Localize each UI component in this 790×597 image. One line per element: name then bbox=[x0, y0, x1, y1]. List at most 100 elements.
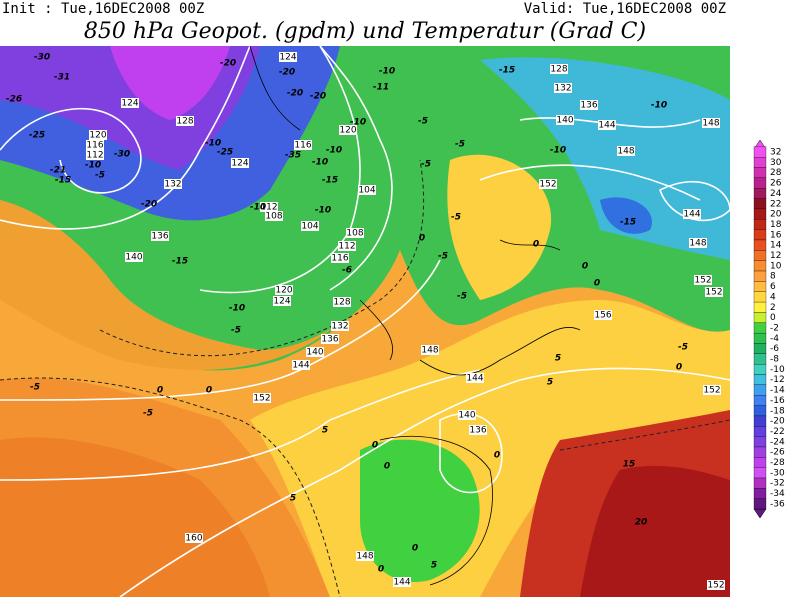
geopotential-label-box bbox=[333, 297, 351, 307]
geopotential-label-box bbox=[469, 425, 487, 435]
geopotential-label-box bbox=[466, 373, 484, 383]
field-darkred bbox=[580, 465, 730, 597]
coastline bbox=[249, 46, 581, 586]
temperature-label: -30 bbox=[34, 53, 50, 63]
geopotential-label-box bbox=[458, 410, 476, 420]
geopotential-isoline bbox=[0, 369, 481, 481]
colorbar-swatch bbox=[753, 260, 767, 272]
temperature-label: 5 bbox=[555, 354, 561, 364]
colorbar-tick-label: 18 bbox=[770, 220, 782, 230]
geopotential-label-box bbox=[151, 231, 169, 241]
colorbar-swatch bbox=[753, 322, 767, 334]
field-yellow-north bbox=[447, 154, 552, 300]
geopotential-label-box bbox=[683, 209, 701, 219]
geopotential-label-box bbox=[185, 533, 203, 543]
geopotential-label: 148 bbox=[356, 552, 373, 562]
geopotential-label: 136 bbox=[580, 101, 597, 111]
geopotential-label-box bbox=[292, 360, 310, 370]
geopotential-label: 120 bbox=[89, 131, 106, 141]
temperature-label: -10 bbox=[550, 146, 566, 156]
colorbar-tick-label: -2 bbox=[770, 323, 779, 333]
geopotential-label-box bbox=[86, 150, 104, 160]
geopotential-label: 124 bbox=[231, 159, 248, 169]
geopotential-label: 108 bbox=[265, 212, 282, 222]
geopotential-label-box bbox=[705, 287, 723, 297]
temperature-label: -20 bbox=[279, 68, 295, 78]
colorbar-swatch bbox=[753, 477, 767, 489]
temperature-label: -25 bbox=[217, 148, 233, 158]
colorbar-tick-label: 16 bbox=[770, 230, 782, 240]
geopotential-label-box bbox=[253, 393, 271, 403]
geopotential-label: 112 bbox=[86, 151, 103, 161]
colorbar-tick-label: 12 bbox=[770, 251, 781, 261]
geopotential-label-box bbox=[550, 64, 568, 74]
geopotential-label: 136 bbox=[151, 232, 168, 242]
map-area bbox=[0, 46, 730, 597]
colorbar-swatch bbox=[753, 177, 767, 189]
geopotential-isoline bbox=[319, 46, 393, 291]
geopotential-label: 140 bbox=[458, 411, 475, 421]
geopotential-label: 160 bbox=[185, 534, 202, 544]
field-cyan bbox=[480, 57, 730, 260]
colorbar-swatch bbox=[753, 498, 767, 510]
temperature-label: -5 bbox=[143, 409, 153, 419]
geopotential-label: 144 bbox=[683, 210, 700, 220]
colorbar-swatch bbox=[753, 250, 767, 261]
geopotential-label: 152 bbox=[694, 276, 711, 286]
temperature-label: 5 bbox=[431, 561, 437, 571]
colorbar-tick-label: 30 bbox=[770, 158, 782, 168]
colorbar-tick-label: -24 bbox=[770, 437, 785, 447]
temperature-label: 0 bbox=[157, 386, 163, 396]
temperature-label: -10 bbox=[250, 203, 266, 213]
colorbar-swatch bbox=[753, 457, 767, 468]
colorbar-tick-label: 2 bbox=[770, 303, 776, 313]
geopotential-isoline bbox=[659, 180, 730, 222]
colorbar-tick-label: -22 bbox=[770, 427, 785, 437]
geopotential-label-box bbox=[689, 238, 707, 248]
colorbar-swatch bbox=[753, 198, 767, 210]
temperature-label: -5 bbox=[438, 252, 448, 262]
geopotential-label: 156 bbox=[594, 311, 611, 321]
temperature-label: -10 bbox=[651, 101, 667, 111]
geopotential-label-box bbox=[331, 253, 349, 263]
geopotential-label: 132 bbox=[164, 180, 181, 190]
colorbar-tick-label: -34 bbox=[770, 489, 785, 499]
field-purple bbox=[110, 46, 230, 120]
geopotential-label-box bbox=[594, 310, 612, 320]
geopotential-label-box bbox=[294, 140, 312, 150]
geopotential-label-box bbox=[703, 385, 721, 395]
temperature-label: -15 bbox=[499, 66, 515, 76]
temperature-label: -15 bbox=[620, 218, 636, 228]
geopotential-label-box bbox=[598, 120, 616, 130]
colorbar-tick-label: 8 bbox=[770, 272, 776, 282]
geopotential-label: 152 bbox=[703, 386, 720, 396]
geopotential-isoline bbox=[0, 46, 251, 230]
colorbar-tick-label: -36 bbox=[770, 499, 785, 509]
colorbar-swatch bbox=[753, 146, 767, 158]
colorbar-swatch bbox=[753, 167, 767, 179]
colorbar-swatch bbox=[753, 219, 767, 230]
geopotential-label-box bbox=[617, 146, 635, 156]
temperature-label: -10 bbox=[379, 67, 395, 77]
temperature-label: 5 bbox=[322, 426, 328, 436]
geopotential-label-box bbox=[331, 321, 349, 331]
geopotential-label: 112 bbox=[260, 203, 277, 213]
temperature-label: -15 bbox=[55, 176, 71, 186]
geopotential-label: 112 bbox=[338, 242, 355, 252]
temperature-label: -5 bbox=[451, 213, 461, 223]
temperature-label: 0 bbox=[378, 565, 384, 575]
temperature-label: -5 bbox=[95, 171, 105, 181]
field-green-iberia bbox=[360, 439, 480, 582]
geopotential-label: 148 bbox=[617, 147, 634, 157]
temperature-label: -10 bbox=[315, 206, 331, 216]
temperature-label: 15 bbox=[623, 460, 636, 470]
geopotential-isoline bbox=[119, 367, 730, 597]
geopotential-label: 116 bbox=[294, 141, 311, 151]
colorbar-tick-label: -28 bbox=[770, 458, 785, 468]
geopotential-label: 144 bbox=[393, 578, 410, 588]
temperature-label: 0 bbox=[206, 386, 212, 396]
temperature-label: -5 bbox=[231, 326, 241, 336]
colorbar-tick-label: -18 bbox=[770, 406, 785, 416]
temperature-label: 0 bbox=[384, 462, 390, 472]
